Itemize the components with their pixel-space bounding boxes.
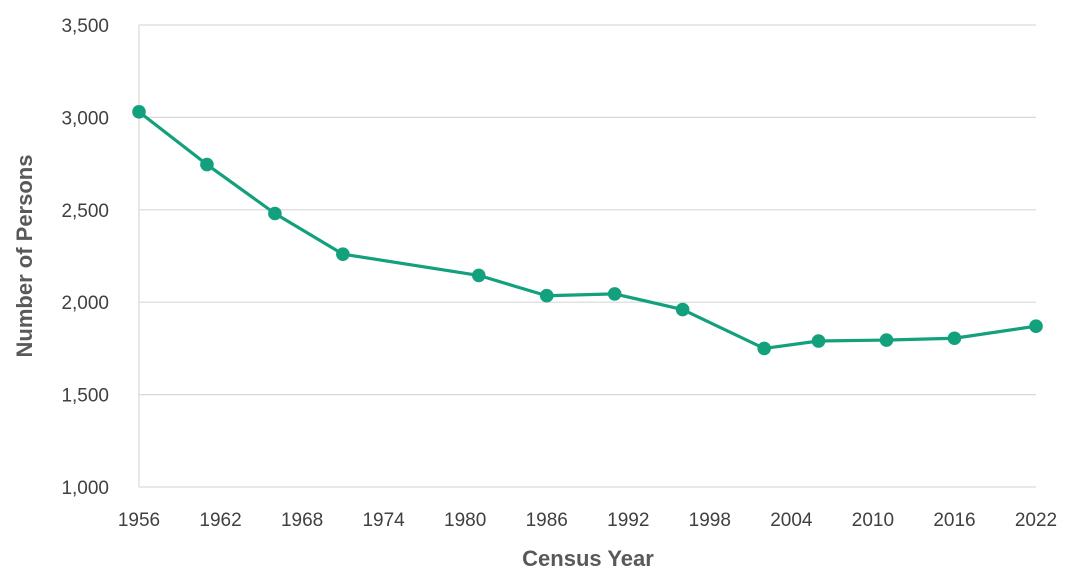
data-point-1991	[607, 287, 622, 301]
data-point-2016	[947, 331, 962, 346]
x-tick-label: 2016	[933, 510, 975, 531]
gridlines	[138, 24, 1036, 488]
data-point-2006	[811, 334, 826, 348]
x-tick-label: 1968	[281, 510, 323, 531]
data-point-1981	[471, 268, 486, 283]
x-tick-label: 1992	[607, 510, 649, 531]
x-tick-label: 2010	[852, 510, 894, 531]
x-tick-label: 1974	[362, 510, 405, 531]
y-tick-label: 1,500	[61, 386, 109, 407]
data-point-1961	[200, 157, 214, 172]
y-tick-label: 1,000	[61, 478, 109, 499]
y-tick-label: 3,000	[61, 108, 109, 129]
data-point-1966	[268, 206, 282, 221]
x-axis-title: Census Year	[522, 546, 654, 569]
x-tick-label: 1986	[526, 510, 568, 531]
y-tick-label: 2,500	[61, 201, 109, 222]
data-point-2022	[1029, 319, 1043, 334]
x-tick-label: 1956	[118, 510, 160, 531]
x-tick-label: 2022	[1015, 510, 1057, 531]
y-tick-label: 2,000	[61, 293, 109, 314]
x-tick-label: 1962	[199, 510, 241, 531]
x-tick-label: 1980	[444, 510, 486, 531]
data-point-1996	[675, 302, 690, 317]
data-point-2011	[879, 333, 894, 347]
y-tick-label: 3,500	[61, 16, 109, 37]
y-axis-tick-labels: 1,000 1,500 2,000 2,500 3,000 3,500	[61, 16, 109, 499]
data-point-1971	[336, 247, 350, 261]
data-point-1956	[132, 105, 146, 119]
series-layer	[132, 105, 1043, 356]
data-point-1986	[539, 288, 554, 303]
y-axis-title: Number of Persons	[12, 155, 37, 358]
series-line	[137, 110, 1038, 350]
data-point-2002	[757, 341, 771, 356]
x-tick-label: 1998	[689, 510, 731, 531]
x-tick-label: 2004	[770, 510, 813, 531]
x-axis-tick-labels: 1956 1962 1968 1974 1980 1986 1992 1998 2004 2010…	[118, 510, 1057, 531]
